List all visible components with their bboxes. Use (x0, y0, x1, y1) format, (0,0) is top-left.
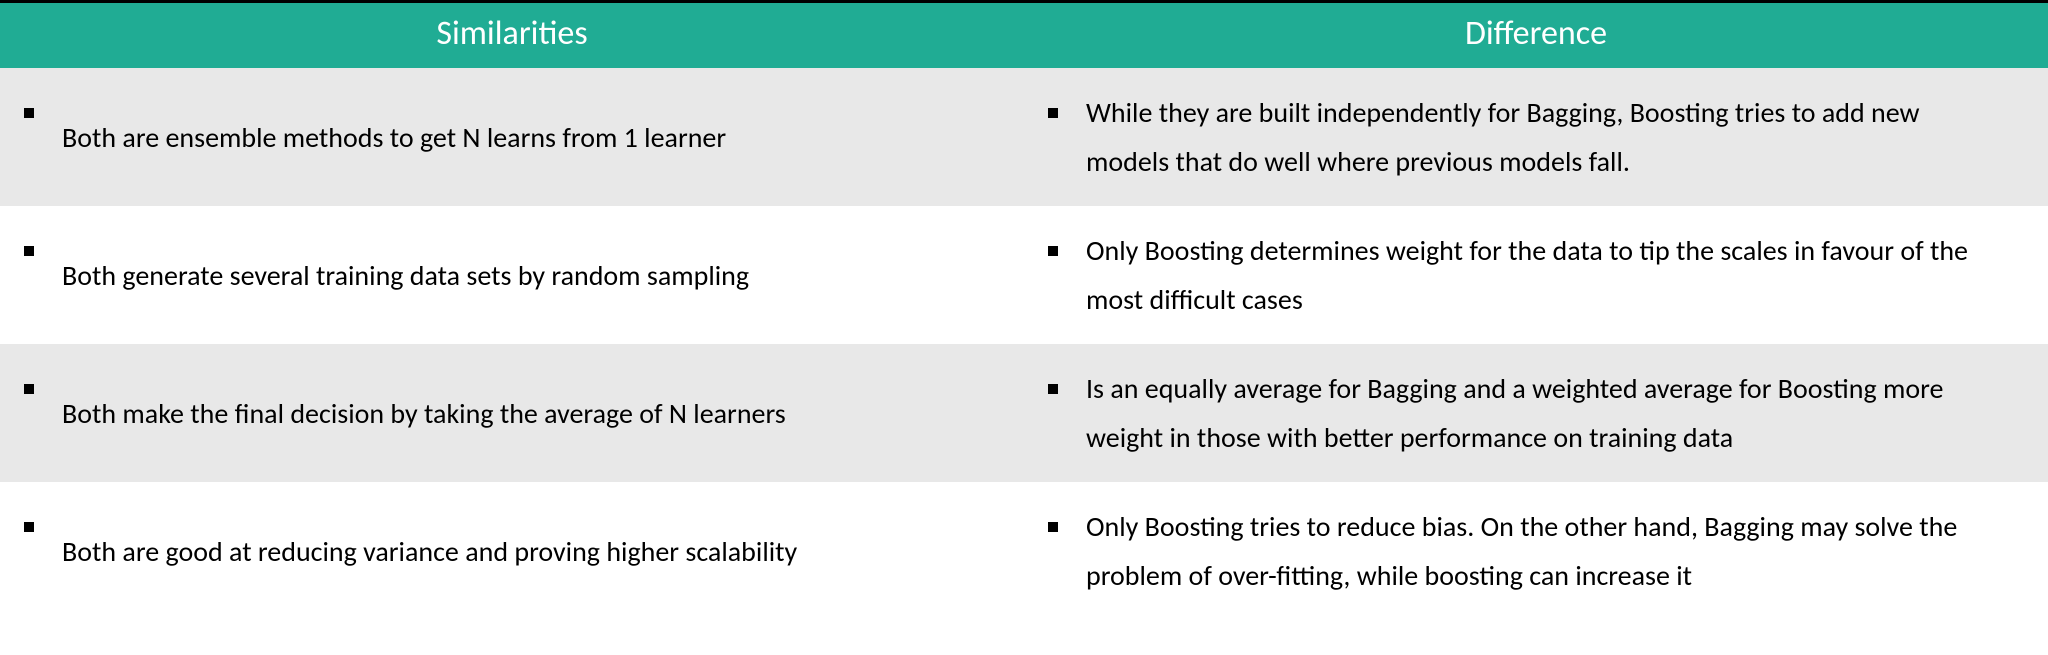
bullet-icon (24, 384, 34, 394)
table-row: Both make the final decision by taking t… (0, 344, 2048, 482)
bullet-icon (1048, 522, 1058, 532)
table-cell-left: Both generate several training data sets… (0, 206, 1024, 344)
table-row: Both are ensemble methods to get N learn… (0, 68, 2048, 206)
cell-text: Both are good at reducing variance and p… (62, 527, 984, 576)
cell-text: Only Boosting determines weight for the … (1086, 226, 2008, 324)
bullet-icon (1048, 246, 1058, 256)
column-header-similarities: Similarities (0, 3, 1024, 68)
cell-text: Is an equally average for Bagging and a … (1086, 364, 2008, 462)
bullet-icon (1048, 384, 1058, 394)
table-cell-right: While they are built independently for B… (1024, 68, 2048, 206)
table-cell-left: Both make the final decision by taking t… (0, 344, 1024, 482)
table-cell-left: Both are ensemble methods to get N learn… (0, 68, 1024, 206)
cell-text: While they are built independently for B… (1086, 88, 2008, 186)
cell-text: Both make the final decision by taking t… (62, 389, 984, 438)
bullet-icon (24, 246, 34, 256)
table-header-row: Similarities Difference (0, 3, 2048, 68)
table-cell-right: Only Boosting tries to reduce bias. On t… (1024, 482, 2048, 620)
bullet-icon (24, 522, 34, 532)
table-cell-right: Is an equally average for Bagging and a … (1024, 344, 2048, 482)
column-header-label: Similarities (436, 13, 587, 54)
table-row: Both generate several training data sets… (0, 206, 2048, 344)
table-cell-right: Only Boosting determines weight for the … (1024, 206, 2048, 344)
comparison-table: Similarities Difference Both are ensembl… (0, 0, 2048, 620)
column-header-label: Difference (1465, 13, 1607, 54)
bullet-icon (1048, 108, 1058, 118)
cell-text: Both are ensemble methods to get N learn… (62, 113, 984, 162)
column-header-difference: Difference (1024, 3, 2048, 68)
cell-text: Both generate several training data sets… (62, 251, 984, 300)
cell-text: Only Boosting tries to reduce bias. On t… (1086, 502, 2008, 600)
table-row: Both are good at reducing variance and p… (0, 482, 2048, 620)
table-cell-left: Both are good at reducing variance and p… (0, 482, 1024, 620)
bullet-icon (24, 108, 34, 118)
